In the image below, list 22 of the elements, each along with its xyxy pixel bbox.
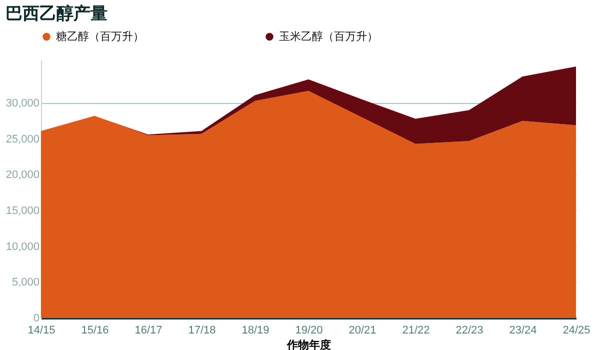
y-tick-label: 5,000 — [12, 276, 40, 289]
x-tick-label: 14/15 — [28, 324, 56, 336]
x-tick-label: 22/23 — [456, 324, 484, 336]
y-tick-label: 30,000 — [6, 98, 40, 110]
x-tick-label: 15/16 — [81, 324, 109, 336]
y-tick-label: 20,000 — [6, 169, 40, 182]
y-tick-label: 10,000 — [6, 240, 40, 253]
y-tick-label: 25,000 — [6, 133, 40, 146]
x-tick-label: 18/19 — [242, 324, 270, 336]
x-tick-label: 17/18 — [188, 324, 216, 336]
legend-label: 玉米乙醇（百万升） — [279, 30, 378, 43]
x-tick-label: 20/21 — [348, 324, 376, 336]
x-tick-label: 21/22 — [402, 324, 430, 336]
x-tick-label: 16/17 — [134, 324, 162, 336]
x-axis-title: 作物年度 — [286, 338, 331, 350]
legend-label: 糖乙醇（百万升） — [56, 30, 144, 43]
y-tick-label: 0 — [33, 312, 40, 324]
chart-title: 巴西乙醇产量 — [5, 4, 108, 24]
x-tick-label: 23/24 — [509, 324, 537, 336]
x-tick-label: 19/20 — [295, 324, 323, 336]
x-tick-label: 24/25 — [562, 324, 590, 336]
y-tick-label: 15,000 — [6, 205, 40, 217]
